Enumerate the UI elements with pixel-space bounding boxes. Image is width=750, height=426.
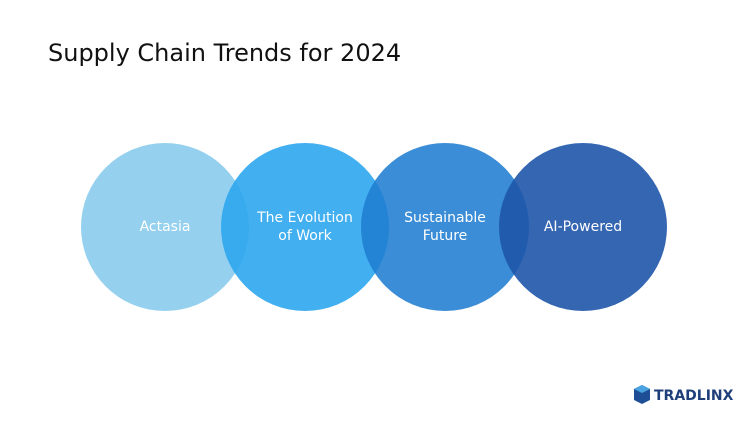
- logo-icon-top: [634, 385, 650, 393]
- node-label-line: AI-Powered: [544, 219, 622, 235]
- node-label: The Evolution of Work: [256, 210, 353, 244]
- node-label-line: Actasia: [140, 219, 191, 235]
- title: Supply Chain Trends for 2024: [48, 39, 401, 67]
- node-label: Sustainable Future: [404, 210, 486, 244]
- circle: [499, 143, 667, 311]
- logo: TRADLINX: [634, 385, 734, 404]
- circle-group: Actasia The Evolution of Work Sustainable Fu…: [81, 143, 667, 311]
- circle: [361, 143, 529, 311]
- circle: [221, 143, 389, 311]
- node-label-line: Sustainable: [404, 210, 486, 226]
- node-label: Actasia: [140, 219, 191, 235]
- logo-text: TRADLINX: [654, 388, 734, 404]
- circle: [81, 143, 249, 311]
- node-label-line: Future: [423, 228, 468, 244]
- node-label-line: The Evolution: [256, 210, 353, 226]
- node-label: AI-Powered: [544, 219, 622, 235]
- node-label-line: of Work: [278, 228, 332, 244]
